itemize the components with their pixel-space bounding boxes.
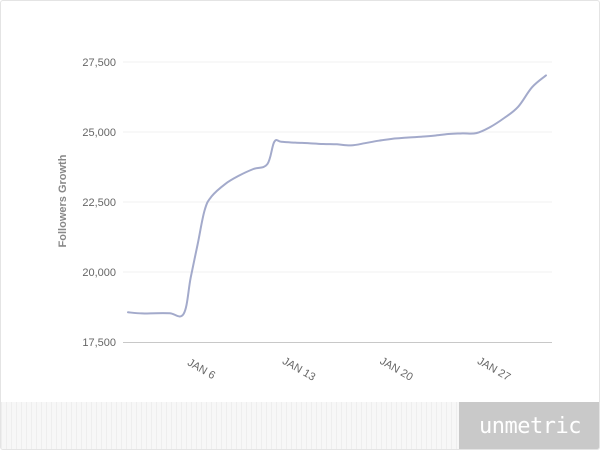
y-tick-label: 17,500 [82, 337, 116, 349]
y-tick-label: 27,500 [82, 57, 116, 69]
y-axis-label: Followers Growth [57, 154, 69, 247]
x-axis-ticks: JAN 6 JAN 13 JAN 20 JAN 27 [185, 355, 512, 383]
series-line [127, 74, 547, 318]
series-group [127, 74, 547, 318]
y-tick-label: 25,000 [82, 127, 116, 139]
x-tick-label: JAN 20 [378, 355, 415, 383]
footer-bar: unmetric [1, 402, 599, 449]
x-tick-label: JAN 13 [280, 355, 317, 383]
brand-logo-text: unmetric [479, 414, 581, 439]
brand-logo: unmetric [459, 402, 599, 449]
grid-lines [123, 61, 552, 273]
y-tick-label: 22,500 [82, 197, 116, 209]
y-axis-ticks: 17,500 20,000 22,500 25,000 27,500 [82, 57, 116, 349]
y-tick-label: 20,000 [82, 267, 116, 279]
x-tick-label: JAN 27 [475, 355, 512, 383]
x-tick-label: JAN 6 [185, 357, 217, 382]
